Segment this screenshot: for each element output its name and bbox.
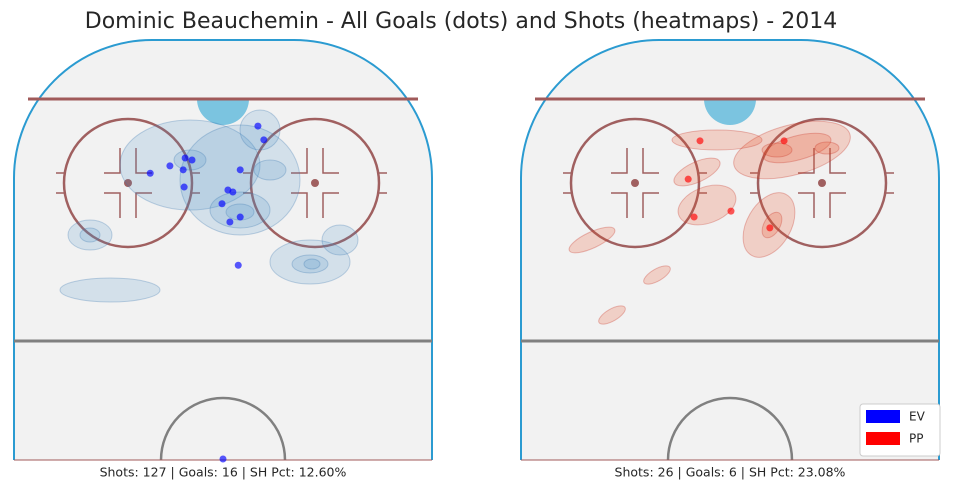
goal-dot (254, 122, 262, 130)
faceoff-dot (311, 179, 319, 187)
goal-dot (234, 261, 242, 269)
goal-dot (236, 213, 244, 221)
hash (104, 192, 121, 218)
goal-dot (229, 188, 237, 196)
goal-dot (219, 455, 227, 463)
caption: Shots: 26 | Goals: 6 | SH Pct: 23.08% (615, 465, 846, 480)
goal-dot (226, 218, 234, 226)
goals (684, 137, 788, 232)
goal-dot (690, 213, 698, 221)
crease (197, 99, 249, 125)
crease (704, 99, 756, 125)
goal-dot (218, 200, 226, 208)
goal-dot (780, 137, 788, 145)
panel: Shots: 127 | Goals: 16 | SH Pct: 12.60% (13, 39, 433, 480)
hash (798, 148, 815, 174)
hash (135, 192, 152, 218)
hash (291, 148, 308, 174)
rink-board (13, 39, 433, 460)
legend: EV PP (859, 403, 941, 457)
rink (13, 39, 433, 461)
hash (829, 192, 846, 218)
hash (322, 192, 339, 218)
goal-dot (684, 175, 692, 183)
panel: Shots: 26 | Goals: 6 | SH Pct: 23.08% EV… (520, 39, 941, 480)
goal-dot (696, 137, 704, 145)
neutral-circle (159, 396, 287, 461)
legend-swatch (866, 432, 900, 445)
chart-title: Dominic Beauchemin - All Goals (dots) an… (85, 9, 837, 34)
goal-dot (146, 169, 154, 177)
heatmap (59, 109, 359, 303)
hash (322, 148, 339, 174)
hash (135, 148, 152, 174)
hash (642, 192, 659, 218)
goal-dot (166, 162, 174, 170)
goal-dot (236, 166, 244, 174)
hash (798, 192, 815, 218)
faceoff-circle (62, 117, 194, 249)
rink-board (520, 39, 940, 460)
goal-dot (260, 136, 268, 144)
hash (642, 148, 659, 174)
hash (611, 192, 628, 218)
faceoff-dot (631, 179, 639, 187)
goal-dot (188, 156, 196, 164)
goal-dot (180, 183, 188, 191)
legend-label: PP (909, 432, 923, 446)
faceoff-circle (756, 117, 888, 249)
goal-dot (727, 207, 735, 215)
caption: Shots: 127 | Goals: 16 | SH Pct: 12.60% (100, 465, 347, 480)
goals (146, 122, 268, 463)
hash (611, 148, 628, 174)
legend-label: EV (909, 410, 926, 424)
legend-swatch (866, 410, 900, 423)
goal-dot (179, 166, 187, 174)
neutral-circle (666, 396, 794, 461)
hash (829, 148, 846, 174)
faceoff-dot (124, 179, 132, 187)
goal-dot (181, 154, 189, 162)
faceoff-circle (569, 117, 701, 249)
hash (104, 148, 121, 174)
goal-dot (766, 224, 774, 232)
faceoff-dot (818, 179, 826, 187)
faceoff-circle (249, 117, 381, 249)
rink (520, 39, 940, 461)
hash (291, 192, 308, 218)
